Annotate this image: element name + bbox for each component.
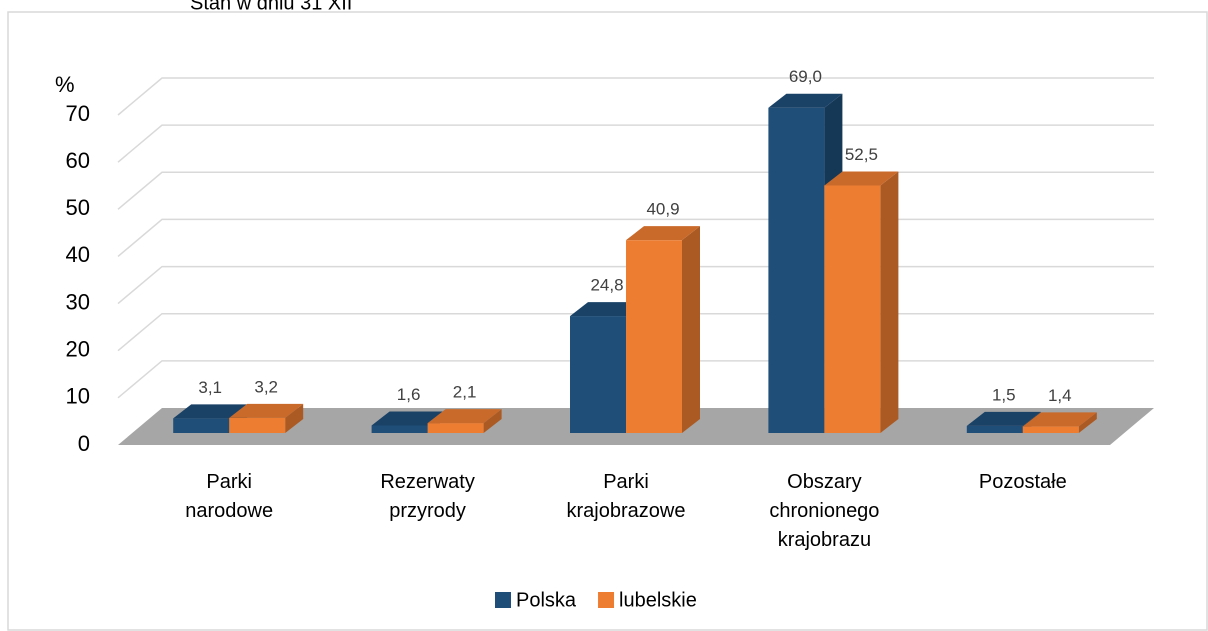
bar-top: [824, 171, 899, 186]
bar: [173, 418, 230, 433]
data-label: 1,6: [397, 385, 421, 404]
data-label: 2,1: [453, 383, 477, 402]
x-tick-label: Parki krajobrazowe: [567, 471, 686, 522]
y-tick-label: 50: [66, 195, 90, 220]
y-tick-label: 30: [66, 289, 90, 314]
bar-side: [682, 226, 700, 433]
x-tick-label: Rezerwaty przyrody: [380, 471, 474, 522]
bar-top: [570, 302, 644, 317]
bar-side: [880, 171, 899, 433]
bar-top: [1022, 412, 1097, 427]
bar-top: [371, 411, 446, 426]
legend-swatch: [495, 592, 511, 608]
data-label: 52,5: [845, 145, 878, 164]
bar: [966, 425, 1023, 433]
bar-side: [1078, 412, 1097, 433]
x-tick-label: Pozostałe: [979, 471, 1067, 493]
chart-subtitle: Stan w dniu 31 XII: [190, 0, 352, 14]
bar-side: [483, 409, 502, 433]
y-tick-label: 20: [66, 337, 90, 362]
bar-top: [966, 411, 1041, 426]
data-label: 40,9: [646, 200, 679, 219]
y-axis-label: %: [55, 72, 75, 97]
bar: [229, 417, 286, 433]
bar: [768, 107, 825, 433]
y-tick-label: 0: [78, 431, 90, 456]
y-tick-label: 10: [66, 384, 90, 409]
bar: [824, 185, 881, 433]
legend-swatch: [598, 592, 615, 608]
legend-label: lubelskie: [619, 589, 697, 611]
data-label: 3,1: [198, 378, 222, 397]
legend-label: Polska: [516, 589, 577, 611]
y-tick-label: 60: [66, 148, 90, 173]
y-tick-label: 70: [66, 101, 90, 126]
bar: [427, 423, 484, 433]
grid-line: [117, 77, 1154, 116]
data-label: 69,0: [789, 67, 822, 86]
bar-top: [427, 409, 502, 424]
y-tick-label: 40: [66, 242, 90, 267]
bar-top: [229, 403, 304, 418]
data-label: 24,8: [590, 276, 623, 295]
bar: [626, 240, 682, 433]
bar-side: [285, 403, 304, 433]
x-tick-label: Obszary chronionego krajobrazu: [769, 471, 879, 551]
bar: [1022, 426, 1079, 433]
bar: [371, 425, 428, 433]
x-tick-label: Parki narodowe: [185, 471, 273, 522]
bar: [570, 316, 626, 433]
data-label: 3,2: [254, 377, 278, 396]
bar-top: [768, 93, 843, 108]
data-label: 1,4: [1048, 386, 1072, 405]
bar-top: [626, 226, 700, 241]
data-label: 1,5: [992, 385, 1016, 404]
bar-top: [173, 404, 248, 419]
